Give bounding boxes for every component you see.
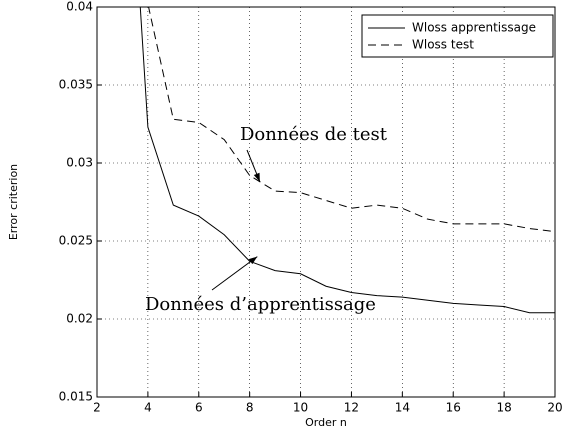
- x-tick-label: 4: [144, 401, 152, 415]
- lines: [139, 7, 555, 314]
- y-tick-label: 0.025: [59, 234, 93, 248]
- x-tick-label: 16: [446, 401, 461, 415]
- y-tick-label: 0.03: [66, 156, 93, 170]
- annotation: Données de test: [240, 124, 388, 145]
- series-line: [148, 7, 555, 233]
- legend: Wloss apprentissage Wloss test: [361, 14, 554, 58]
- x-tick-label: 6: [195, 401, 203, 415]
- annotation: Données d’apprentissage: [145, 294, 376, 315]
- y-tick-label: 0.015: [59, 390, 93, 404]
- legend-box: [361, 14, 554, 58]
- legend-label: Wloss test: [412, 38, 474, 52]
- annotation-arrow: [211, 256, 258, 291]
- x-tick-label: 20: [547, 401, 562, 415]
- legend-label: Wloss apprentissage: [412, 21, 536, 35]
- plot-area: [96, 6, 556, 398]
- x-tick-label: 10: [293, 401, 308, 415]
- series-line: [139, 7, 555, 314]
- y-axis-label: Error criterion: [7, 164, 20, 240]
- y-tick-label: 0.02: [66, 312, 93, 326]
- x-axis-label: Order n: [305, 416, 347, 429]
- y-tick-label: 0.04: [66, 0, 93, 14]
- x-tick-label: 8: [246, 401, 254, 415]
- x-tick-label: 14: [395, 401, 410, 415]
- arrow-head: [253, 172, 260, 182]
- x-tick-label: 18: [496, 401, 511, 415]
- x-tick-label: 2: [93, 401, 101, 415]
- y-tick-label: 0.035: [59, 78, 93, 92]
- arrow-head: [248, 256, 258, 265]
- x-tick-label: 12: [344, 401, 359, 415]
